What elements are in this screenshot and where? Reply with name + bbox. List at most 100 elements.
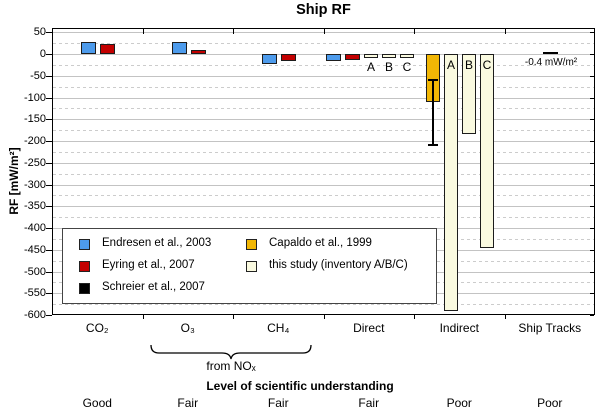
- losu-value: Poor: [446, 396, 472, 410]
- y-tick-mark: [46, 250, 52, 251]
- y-tick-mark: [46, 206, 52, 207]
- ship-tracks-annotation: -0.4 mW/m²: [524, 57, 578, 68]
- legend-swatch-schreier: [79, 283, 90, 294]
- y-tick-label: -350: [23, 200, 46, 212]
- losu-value: Fair: [177, 396, 199, 410]
- y-tick-label: -500: [23, 266, 46, 278]
- gridline-major: [53, 185, 594, 186]
- y-tick-mark: [46, 32, 52, 33]
- y-tick-mark-right: [590, 32, 594, 33]
- rf-bar-endresen: [81, 42, 96, 54]
- rf-bar-this_study: [382, 54, 396, 58]
- x-category-label: CO₂: [85, 321, 109, 335]
- gridline-minor: [53, 304, 594, 305]
- y-tick-mark-right: [590, 76, 594, 77]
- inventory-letter-A: A: [446, 58, 455, 72]
- y-tick-mark-right: [590, 119, 594, 120]
- y-tick-mark-right: [590, 163, 594, 164]
- x-category-label: O₃: [180, 321, 195, 335]
- y-tick-mark: [46, 272, 52, 273]
- y-tick-mark: [46, 98, 52, 99]
- y-tick-mark-right: [590, 98, 594, 99]
- gridline-major: [53, 98, 594, 99]
- x-tick-mark-bottom: [233, 315, 234, 319]
- y-tick-label: -50: [30, 70, 46, 82]
- y-tick-label: -150: [23, 113, 46, 125]
- gridline-minor: [53, 43, 594, 44]
- rf-bar-this_study: [364, 54, 378, 58]
- rf-bar-this_study: [462, 54, 476, 134]
- gridline-major: [53, 76, 594, 77]
- legend-swatch-this_study: [246, 261, 257, 272]
- rf-bar-eyring: [345, 54, 360, 60]
- rf-bar-endresen: [172, 42, 187, 54]
- losu-title: Level of scientific understanding: [206, 379, 394, 393]
- losu-value: Fair: [267, 396, 289, 410]
- y-tick-mark-right: [590, 228, 594, 229]
- inventory-letter-C: C: [482, 58, 492, 72]
- inventory-letter-C: C: [402, 60, 412, 74]
- from-nox-label: from NOₓ: [206, 359, 256, 373]
- y-tick-mark: [46, 293, 52, 294]
- y-tick-label: 50: [33, 26, 46, 38]
- gridline-minor: [53, 87, 594, 88]
- y-tick-label: -250: [23, 157, 46, 169]
- legend-swatch-endresen: [79, 239, 90, 250]
- rf-bar-eyring: [100, 44, 115, 54]
- gridline-major: [53, 54, 594, 55]
- gridline-minor: [53, 217, 594, 218]
- x-tick-mark-top: [414, 29, 415, 34]
- y-tick-label: -600: [23, 309, 46, 321]
- gridline-minor: [53, 65, 594, 66]
- x-category-label: Ship Tracks: [518, 321, 582, 335]
- x-tick-mark-top: [324, 29, 325, 34]
- y-tick-label: -550: [23, 287, 46, 299]
- rf-bar-this_study: [444, 54, 458, 311]
- inventory-letter-B: B: [464, 58, 473, 72]
- nox-brace: [150, 344, 312, 360]
- y-tick-mark-right: [590, 185, 594, 186]
- losu-value: Good: [82, 396, 112, 410]
- y-tick-mark-right: [590, 54, 594, 55]
- legend-label-endresen: Endresen et al., 2003: [102, 237, 212, 249]
- y-tick-mark-right: [590, 315, 594, 316]
- legend: Endresen et al., 2003 Eyring et al., 2007…: [62, 228, 437, 304]
- x-tick-mark-bottom: [414, 315, 415, 319]
- ship-tracks-value-marker: [543, 52, 558, 54]
- y-tick-mark-right: [590, 206, 594, 207]
- legend-label-schreier: Schreier et al., 2007: [102, 281, 205, 293]
- legend-label-this_study: this study (inventory A/B/C): [269, 259, 408, 271]
- legend-label-capaldo: Capaldo et al., 1999: [269, 237, 372, 249]
- legend-swatch-eyring: [79, 261, 90, 272]
- gridline-major: [53, 119, 594, 120]
- y-tick-label: 0: [39, 48, 46, 60]
- losu-value: Poor: [537, 396, 563, 410]
- x-tick-mark-top: [505, 29, 506, 34]
- rf-bar-this_study: [400, 54, 414, 58]
- x-tick-mark-bottom: [143, 315, 144, 319]
- x-category-label: Indirect: [439, 321, 479, 335]
- y-tick-mark: [46, 163, 52, 164]
- x-tick-mark-bottom: [324, 315, 325, 319]
- chart-title: Ship RF: [296, 2, 351, 18]
- y-tick-mark-right: [590, 141, 594, 142]
- gridline-minor: [53, 174, 594, 175]
- gridline-minor: [53, 130, 594, 131]
- error-bar-cap: [428, 79, 438, 81]
- inventory-letter-B: B: [384, 60, 393, 74]
- y-tick-mark: [46, 54, 52, 55]
- y-tick-mark: [46, 141, 52, 142]
- gridline-minor: [53, 108, 594, 109]
- y-tick-mark-right: [590, 272, 594, 273]
- legend-label-eyring: Eyring et al., 2007: [102, 259, 195, 271]
- y-tick-label: -300: [23, 179, 46, 191]
- y-tick-mark-right: [590, 293, 594, 294]
- y-tick-mark: [46, 185, 52, 186]
- gridline-minor: [53, 152, 594, 153]
- error-bar-cap: [428, 144, 438, 146]
- rf-bar-endresen: [262, 54, 277, 64]
- y-tick-label: -400: [23, 222, 46, 234]
- x-category-label: Direct: [353, 321, 385, 335]
- y-tick-label: -200: [23, 135, 46, 147]
